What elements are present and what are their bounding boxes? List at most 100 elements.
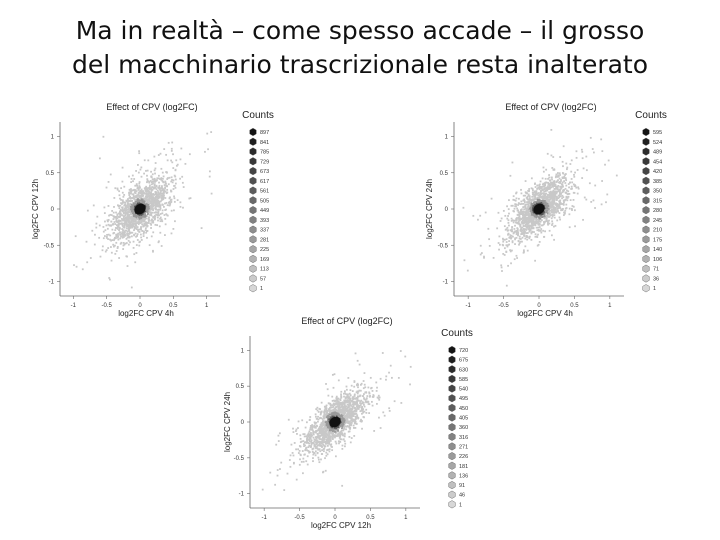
data-point <box>143 203 146 205</box>
data-point <box>302 460 305 463</box>
data-point <box>130 177 133 180</box>
data-point <box>204 150 206 153</box>
data-point <box>563 180 566 183</box>
data-point <box>133 225 136 228</box>
data-point <box>321 440 324 442</box>
data-point <box>358 389 361 392</box>
data-point <box>503 247 506 250</box>
data-point <box>150 204 153 206</box>
data-point <box>561 194 564 197</box>
legend-count-label: 489 <box>653 150 662 156</box>
data-point <box>336 403 339 406</box>
data-point <box>157 197 160 200</box>
data-point <box>339 408 342 411</box>
data-point <box>335 415 338 418</box>
data-point <box>538 197 541 200</box>
data-point <box>521 211 524 214</box>
data-point <box>562 203 565 206</box>
data-point <box>131 231 134 234</box>
data-point <box>543 183 546 186</box>
data-point <box>550 211 553 213</box>
data-point <box>497 242 500 244</box>
data-point <box>573 191 576 194</box>
data-point <box>557 197 560 200</box>
data-point <box>539 192 542 195</box>
data-point <box>148 191 151 194</box>
data-point <box>559 195 562 198</box>
data-point <box>554 190 557 193</box>
data-point <box>313 425 316 428</box>
data-point <box>320 431 323 433</box>
data-point <box>154 203 157 206</box>
data-point <box>147 195 150 197</box>
data-point <box>364 386 367 389</box>
data-point <box>324 436 327 439</box>
data-point <box>527 190 530 193</box>
data-point <box>552 208 555 211</box>
legend-swatch <box>448 500 456 509</box>
data-point <box>154 215 157 218</box>
legend-count-label: 46 <box>459 493 465 499</box>
data-point <box>156 202 158 204</box>
data-point <box>174 169 177 172</box>
data-point <box>119 215 122 218</box>
data-point <box>139 168 142 171</box>
data-point <box>164 187 166 190</box>
data-point <box>548 194 551 197</box>
y-tick-label: -1 <box>49 280 55 286</box>
data-point <box>503 254 506 256</box>
data-point <box>295 430 297 432</box>
data-point <box>98 236 101 239</box>
data-point <box>551 198 554 200</box>
data-point <box>338 411 341 414</box>
data-point <box>121 208 124 211</box>
data-point <box>143 210 146 213</box>
data-point <box>363 383 366 386</box>
data-point <box>556 195 558 198</box>
data-point <box>509 174 512 177</box>
data-point <box>129 197 132 200</box>
data-point <box>155 213 158 216</box>
data-point <box>522 206 525 209</box>
data-point <box>555 191 558 194</box>
data-point <box>170 180 173 183</box>
data-point <box>128 211 131 214</box>
data-point <box>310 441 313 444</box>
data-point <box>330 428 333 431</box>
data-point <box>302 472 304 475</box>
data-point <box>106 219 109 222</box>
data-point <box>364 400 367 403</box>
data-point <box>328 418 331 421</box>
data-point <box>160 194 163 197</box>
data-point <box>184 162 187 165</box>
data-point <box>134 261 137 264</box>
data-point <box>110 239 112 242</box>
data-point <box>538 223 541 226</box>
legend-swatch <box>249 235 257 244</box>
data-point <box>122 235 125 238</box>
data-point <box>522 199 525 202</box>
data-point <box>553 168 556 171</box>
data-point <box>158 225 161 228</box>
data-point <box>120 241 123 244</box>
data-point <box>313 440 316 443</box>
data-point <box>511 161 514 164</box>
data-point <box>125 223 128 226</box>
data-point <box>350 416 353 418</box>
data-point <box>368 412 371 414</box>
data-point <box>544 200 546 202</box>
data-point <box>513 228 516 230</box>
data-point <box>551 205 553 207</box>
data-point <box>572 183 575 186</box>
data-point <box>505 244 508 247</box>
data-point <box>123 226 126 229</box>
data-point <box>523 234 525 237</box>
data-point <box>146 236 148 239</box>
x-tick-label: -0.5 <box>294 515 305 521</box>
data-point <box>149 180 152 182</box>
data-point <box>158 240 160 243</box>
data-point <box>157 201 159 204</box>
legend-swatch <box>642 176 650 185</box>
data-point <box>305 447 307 450</box>
legend-count-label: 280 <box>653 208 662 214</box>
